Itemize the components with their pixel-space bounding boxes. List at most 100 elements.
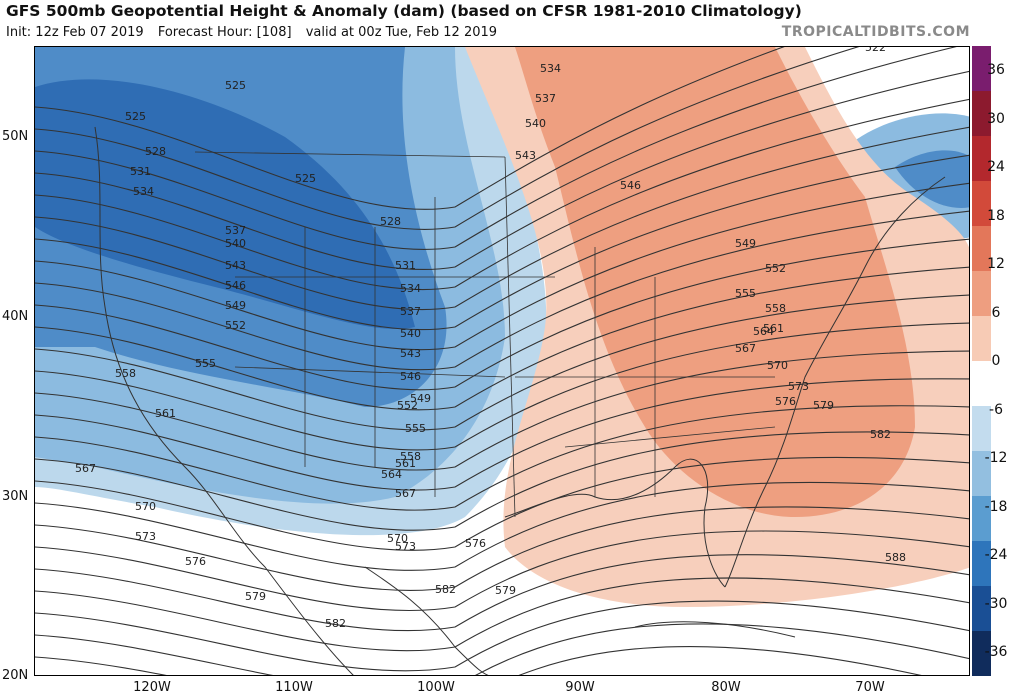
contour-value-label: 582 — [325, 617, 346, 630]
contour-value-label: 537 — [400, 305, 421, 318]
contour-value-label: 573 — [135, 530, 156, 543]
contour-value-label: 543 — [225, 259, 246, 272]
contour-value-label: 576 — [465, 537, 486, 550]
height-contour — [35, 322, 969, 451]
height-contour — [35, 238, 969, 391]
contour-value-label: 576 — [775, 395, 796, 408]
colorbar-tick-label: 0 — [991, 353, 1001, 369]
map-title: GFS 500mb Geopotential Height & Anomaly … — [6, 2, 802, 20]
contour-value-label: 552 — [397, 399, 418, 412]
height-anomaly-map: 5225255255255285315345375405435465495525… — [35, 47, 969, 675]
coastlines — [94, 126, 946, 675]
contour-value-label: 549 — [225, 299, 246, 312]
contour-value-label: 558 — [400, 450, 421, 463]
colorbar-swatch — [972, 136, 991, 181]
height-contour — [35, 405, 969, 511]
colorbar-swatch — [972, 226, 991, 271]
colorbar-swatch — [972, 631, 991, 676]
contour-value-label: 531 — [130, 165, 151, 178]
contour-value-label: 570 — [387, 532, 408, 545]
height-contour — [35, 645, 922, 675]
contour-value-label: 564 — [381, 468, 402, 481]
contour-value-label: 564 — [753, 325, 774, 338]
colorbar-swatch — [972, 91, 991, 136]
colorbar-swatch — [972, 496, 991, 541]
contour-value-label: 567 — [75, 462, 96, 475]
contour-value-label: 561 — [763, 322, 784, 335]
colorbar-swatch — [972, 46, 991, 91]
colorbar-swatch — [972, 271, 991, 316]
height-contour — [35, 623, 969, 675]
colorbar-swatch — [972, 361, 991, 406]
contour-value-label: 546 — [225, 279, 246, 292]
height-contour — [35, 126, 969, 311]
contour-value-label: 540 — [400, 327, 421, 340]
contour-value-label: 534 — [540, 62, 561, 75]
lon-label-120w: 120W — [133, 680, 171, 695]
contour-value-label: 573 — [788, 380, 809, 393]
contour-value-label: 531 — [395, 259, 416, 272]
lon-label-110w: 110W — [275, 680, 313, 695]
contour-value-label: 546 — [400, 370, 421, 383]
contour-value-label: 567 — [395, 487, 416, 500]
lon-label-100w: 100W — [417, 680, 455, 695]
contour-value-label: 525 — [125, 110, 146, 123]
contour-value-label: 525 — [225, 79, 246, 92]
contour-value-label: 576 — [185, 555, 206, 568]
contour-value-label: 537 — [535, 92, 556, 105]
contour-value-label: 549 — [410, 392, 431, 405]
lat-label-40n: 40N — [2, 309, 29, 324]
contour-value-label: 567 — [735, 342, 756, 355]
contour-value-label: 582 — [435, 583, 456, 596]
lat-label-30n: 30N — [2, 489, 29, 504]
height-contour — [35, 378, 969, 491]
colorbar-tick-label: -24 — [984, 547, 1008, 563]
contour-value-label: 579 — [495, 584, 516, 597]
height-contour — [35, 600, 969, 672]
height-contour — [35, 294, 969, 431]
contour-value-label: 555 — [405, 422, 426, 435]
map-subtitle: Init: 12z Feb 07 2019 Forecast Hour: [10… — [6, 25, 497, 40]
height-contour — [35, 350, 969, 471]
colorbar-swatch — [972, 451, 991, 496]
contour-value-label: 528 — [380, 215, 401, 228]
contour-value-label: 552 — [225, 319, 246, 332]
height-contour — [35, 554, 969, 632]
brand-watermark: TROPICALTIDBITS.COM — [781, 24, 970, 40]
colorbar-tick-label: -18 — [984, 498, 1008, 515]
contour-value-label: 534 — [400, 282, 421, 295]
lon-label-70w: 70W — [855, 680, 885, 695]
colorbar-tick-label: 12 — [987, 256, 1005, 272]
contour-value-label: 570 — [135, 500, 156, 513]
height-contours — [35, 47, 969, 675]
contour-value-label: 537 — [225, 224, 246, 237]
contour-value-label: 558 — [765, 302, 786, 315]
height-contour — [35, 266, 969, 411]
colorbar-tick-label: 24 — [987, 159, 1005, 175]
contour-value-label: 588 — [885, 551, 906, 564]
contour-value-label: 582 — [870, 428, 891, 441]
colorbar-tick-label: -36 — [984, 644, 1008, 660]
colorbar-tick-label: 18 — [987, 207, 1005, 224]
colorbar-tick-label: -30 — [984, 595, 1008, 612]
height-contour — [35, 577, 969, 652]
height-contour — [35, 47, 860, 231]
height-contour — [35, 506, 969, 591]
contour-value-label: 546 — [620, 179, 641, 192]
contour-value-label: 522 — [865, 47, 886, 54]
height-contour — [35, 47, 957, 251]
contour-value-label: 540 — [225, 237, 246, 250]
contour-value-label: 543 — [515, 149, 536, 162]
contour-value-label: 555 — [195, 357, 216, 370]
colorbar-swatch — [972, 541, 991, 586]
colorbar-tick-label: -6 — [989, 401, 1003, 418]
height-contour — [35, 431, 969, 531]
height-contour — [35, 481, 969, 571]
contour-value-label: 555 — [735, 287, 756, 300]
contour-value-label: 558 — [115, 367, 136, 380]
contour-value-label: 525 — [295, 172, 316, 185]
lon-label-80w: 80W — [711, 680, 741, 695]
contour-value-label: 528 — [145, 145, 166, 158]
contour-value-label: 549 — [735, 237, 756, 250]
colorbar-tick-label: 30 — [987, 110, 1005, 127]
